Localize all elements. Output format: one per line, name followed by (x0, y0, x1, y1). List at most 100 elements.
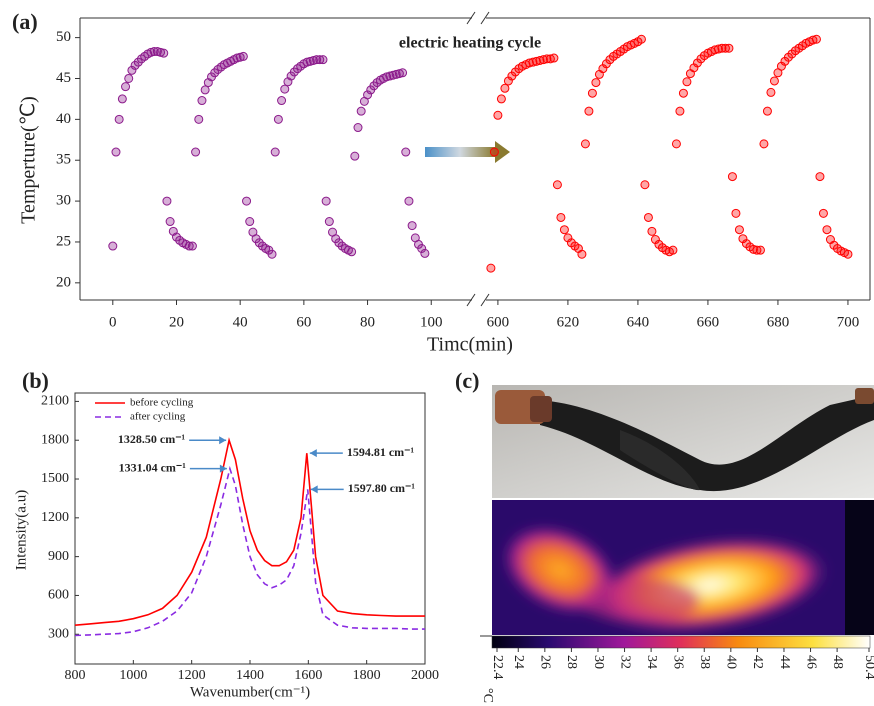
data-point (401, 147, 411, 157)
data-point (762, 106, 772, 116)
colorbar-tick-label: 30 (591, 655, 606, 669)
colorbar-tick-label: 48 (830, 655, 845, 669)
data-point (556, 212, 566, 222)
data-point (640, 180, 650, 190)
data-point (734, 225, 744, 235)
data-point (165, 217, 175, 227)
y-tick-label: 25 (56, 233, 71, 249)
data-point (191, 147, 201, 157)
data-point (496, 94, 506, 104)
data-point (194, 114, 204, 124)
x-tick-label: 80 (360, 314, 375, 330)
data-point (818, 208, 828, 218)
colorbar-tick-label: 22.4 (490, 655, 505, 680)
data-point (156, 47, 166, 57)
data-point (731, 208, 741, 218)
panel-label: (c) (455, 368, 479, 393)
data-point (108, 241, 118, 251)
thermal-image (492, 500, 874, 635)
data-point (394, 69, 404, 79)
data-point (117, 94, 127, 104)
legend-label: after cycling (130, 411, 186, 423)
x-tick-label: 0 (109, 314, 117, 330)
data-point (727, 172, 737, 182)
y-tick-label: 20 (56, 274, 71, 290)
x-tick-label: 640 (627, 314, 650, 330)
x-tick-label: 60 (296, 314, 311, 330)
data-point (369, 81, 379, 91)
data-point (254, 238, 264, 248)
data-point (668, 245, 678, 255)
data-point (277, 96, 287, 106)
y-tick-label: 1200 (41, 510, 69, 525)
data-point (643, 212, 653, 222)
data-point (404, 196, 414, 206)
y-tick-label: 35 (56, 152, 71, 168)
y-axis-label: Intensity(a.u) (13, 490, 29, 570)
data-point (353, 123, 363, 133)
panel-label: (a) (12, 9, 38, 34)
x-tick-label: 800 (65, 668, 86, 683)
data-point (273, 114, 283, 124)
data-point (678, 88, 688, 98)
data-point (289, 67, 299, 77)
y-tick-label: 50 (56, 29, 71, 45)
annotation: electric heating cycle (399, 35, 541, 52)
data-point (149, 47, 159, 57)
x-tick-label: 1600 (294, 668, 322, 683)
annotation: 1597.80 cm⁻¹ (348, 481, 416, 495)
x-tick-label: 1400 (236, 668, 264, 683)
data-point (210, 68, 220, 78)
data-point (124, 73, 134, 83)
data-point (334, 238, 344, 248)
data-point (587, 88, 597, 98)
colorbar-tick-label: 26 (538, 655, 553, 669)
data-point (324, 217, 334, 227)
arrow (425, 147, 495, 157)
data-point (238, 51, 248, 61)
data-point (580, 139, 590, 149)
data-point (417, 244, 427, 254)
annotation-arrow-head (219, 464, 227, 473)
axes-frame-a (79, 11, 871, 307)
data-point (242, 196, 252, 206)
data-point (146, 47, 156, 57)
x-axis-label: Timc(min) (427, 334, 513, 356)
panel-label: (b) (22, 368, 49, 393)
data-point (184, 241, 194, 251)
data-point (308, 56, 318, 66)
data-point (486, 263, 496, 273)
legend-label: before cycling (130, 397, 194, 409)
colorbar-tick-label: 34 (644, 655, 659, 669)
colorbar-tick-label: 28 (564, 655, 579, 669)
x-tick-label: 700 (837, 314, 860, 330)
x-tick-label: 1000 (119, 668, 147, 683)
colorbar-tick-label: 40 (724, 655, 739, 669)
data-point (398, 68, 408, 78)
annotation-arrow-head (219, 436, 227, 445)
data-point (769, 76, 779, 86)
annotation: 1331.04 cm⁻¹ (119, 460, 187, 474)
x-tick-label: 1800 (353, 668, 381, 683)
data-point (577, 249, 587, 259)
data-point (647, 226, 657, 236)
arrow-head (495, 141, 510, 163)
data-point (636, 34, 646, 44)
colorbar-tick-label: 38 (697, 655, 712, 669)
data-point (584, 106, 594, 116)
data-point (766, 87, 776, 97)
data-point (171, 232, 181, 242)
colorbar (491, 635, 871, 649)
x-tick-label: 600 (487, 314, 510, 330)
y-tick-label: 30 (56, 193, 71, 209)
x-tick-label: 100 (420, 314, 443, 330)
y-tick-label: 1500 (41, 471, 69, 486)
annotation: 1328.50 cm⁻¹ (118, 432, 186, 446)
y-tick-label: 600 (48, 588, 69, 603)
data-point (312, 55, 322, 65)
data-point (489, 147, 499, 157)
data-point (347, 247, 357, 257)
data-line (74, 465, 425, 637)
data-point (815, 172, 825, 182)
x-tick-label: 680 (767, 314, 790, 330)
